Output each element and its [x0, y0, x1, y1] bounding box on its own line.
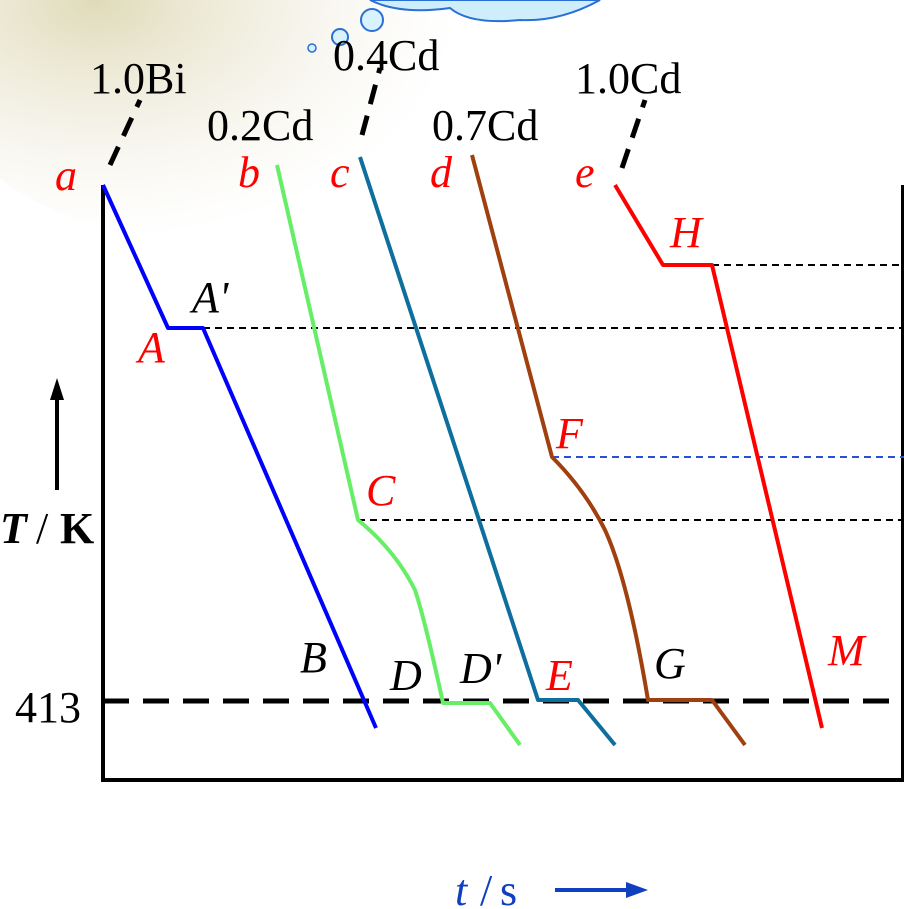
frame	[101, 185, 904, 782]
point-label: H	[669, 208, 704, 257]
point-label: D	[389, 651, 422, 700]
cloud	[369, 0, 601, 23]
point-label: E	[545, 651, 573, 700]
y-axis-symbol: T	[0, 504, 29, 553]
x-axis-separator: /	[480, 866, 493, 909]
start-label: b	[238, 148, 260, 197]
curve-label: 1.0Bi	[90, 54, 187, 103]
curve-label: 0.7Cd	[432, 101, 538, 150]
leader	[619, 99, 648, 169]
y-tick-label: 413	[15, 683, 81, 732]
curve-0.7cd	[470, 154, 747, 747]
curve-0.4cd	[358, 156, 617, 747]
curve-bi	[101, 184, 378, 729]
curve-0.2cd	[275, 164, 522, 747]
y-arrowhead	[50, 378, 64, 400]
start-label: d	[430, 148, 453, 197]
leader	[107, 98, 143, 167]
y-axis-unit: K	[60, 504, 94, 553]
point-label: A	[135, 323, 166, 372]
curve-label: 0.4Cd	[333, 31, 439, 80]
curve-label: 1.0Cd	[575, 54, 681, 103]
x-axis-unit: s	[500, 866, 517, 909]
y-axis-separator: /	[36, 504, 49, 553]
x-axis-symbol: t	[455, 866, 469, 909]
start-label: e	[575, 148, 595, 197]
bubble	[331, 28, 349, 46]
background-decoration	[0, 0, 460, 240]
start-label: c	[330, 148, 350, 197]
point-label: B	[300, 633, 327, 682]
point-label: D'	[459, 644, 503, 693]
start-label: a	[55, 151, 77, 200]
point-label: C	[366, 466, 396, 515]
point-label: M	[827, 626, 867, 675]
curve-cd	[613, 183, 824, 729]
leader	[359, 67, 383, 136]
curve-label: 0.2Cd	[207, 101, 313, 150]
bubble	[360, 8, 384, 32]
point-label: A'	[189, 273, 230, 322]
point-label: F	[555, 409, 584, 458]
point-label: G	[654, 639, 686, 688]
bubble	[307, 43, 317, 53]
x-arrowhead	[626, 882, 648, 898]
